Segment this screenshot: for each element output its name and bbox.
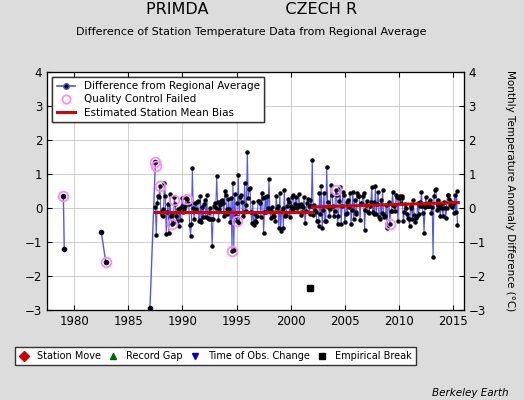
Legend: Station Move, Record Gap, Time of Obs. Change, Empirical Break: Station Move, Record Gap, Time of Obs. C… [15,347,416,365]
Y-axis label: Monthly Temperature Anomaly Difference (°C): Monthly Temperature Anomaly Difference (… [506,70,516,312]
Text: Berkeley Earth: Berkeley Earth [432,388,508,398]
Legend: Difference from Regional Average, Quality Control Failed, Estimated Station Mean: Difference from Regional Average, Qualit… [52,77,264,122]
Text: Difference of Station Temperature Data from Regional Average: Difference of Station Temperature Data f… [77,27,427,37]
Text: PRIMDA               CZECH R: PRIMDA CZECH R [146,2,357,17]
